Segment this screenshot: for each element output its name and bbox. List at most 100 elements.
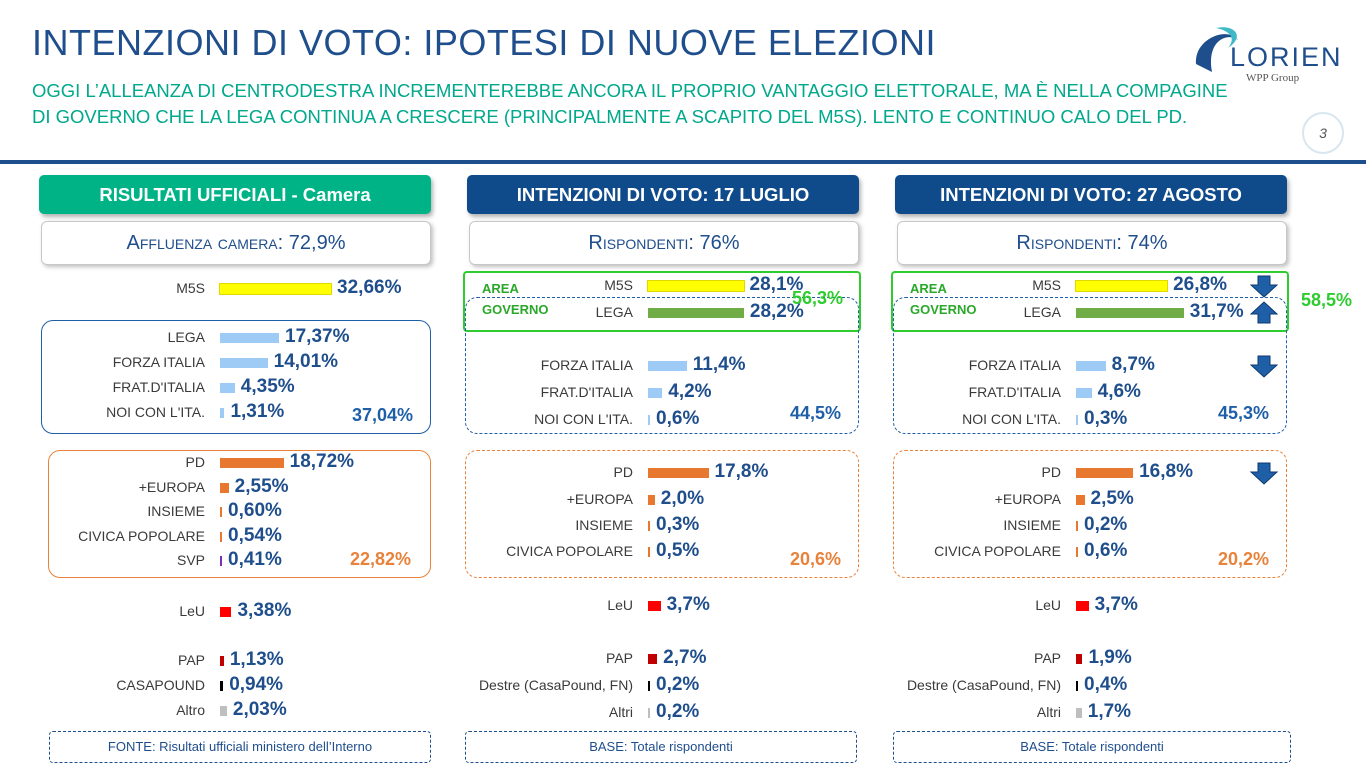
party-label-forza-italia: FORZA ITALIA [112,354,205,370]
centrodestra-group-box [465,297,859,434]
area-governo-label-governo: GOVERNO [482,302,549,317]
value-m5s: 26,8% [1173,274,1227,295]
value-pap: 1,9% [1088,647,1132,668]
page-subtitle: OGGI L’ALLEANZA DI CENTRODESTRA INCREMEN… [32,78,1272,130]
value-frat-d-italia: 4,6% [1097,381,1141,402]
page-number: 3 [1302,112,1344,154]
column-official-results: RISULTATI UFFICIALI - Camera Affluenza ca… [39,175,433,765]
bar-civica-popolare [220,532,222,542]
party-label-m5s: M5S [604,277,633,293]
party-label-europa: +EUROPA [566,491,633,507]
bar-destre-casapound-fn [648,681,650,691]
trend-arrow-down-pd-icon [1250,462,1278,485]
centrodestra-group-box [893,297,1287,434]
centrodestra-total: 37,04% [352,405,414,425]
party-label-lega: LEGA [595,304,633,320]
bar-pd [220,458,284,468]
party-label-altri: Altri [608,704,633,720]
subheader-value: 74% [1127,232,1168,254]
bar-noi-con-l-ita [648,415,651,425]
party-label-destre-casapound-fn: Destre (CasaPound, FN) [478,677,633,693]
column-header: INTENZIONI DI VOTO: 17 LUGLIO [467,175,859,214]
trend-arrow-up-lega-icon [1250,301,1278,324]
trend-arrow-down-forza-italia-icon [1250,355,1278,378]
value-lega: 28,2% [749,301,804,322]
bar-insieme [1076,521,1078,531]
bar-noi-con-l-ita [220,408,225,418]
party-label-insieme: INSIEME [1003,517,1061,533]
party-label-forza-italia: FORZA ITALIA [968,357,1061,373]
value-insieme: 0,60% [228,500,282,521]
party-label-europa: +EUROPA [138,479,205,495]
bar-lega [1076,308,1184,318]
column-footer: BASE: Totale rispondenti [893,731,1291,763]
party-label-altri: Altri [1036,704,1061,720]
party-label-pd: PD [185,454,205,470]
bar-altro [220,706,227,716]
value-europa: 2,55% [234,476,289,497]
value-destre-casapound-fn: 0,2% [656,674,700,695]
centrodestra-group-box [41,320,431,434]
party-label-noi-con-l-ita: NOI CON L'ITA. [534,411,633,427]
value-destre-casapound-fn: 0,4% [1084,674,1128,695]
column-footer: BASE: Totale rispondenti [465,731,857,763]
party-label-lega: LEGA [167,329,205,345]
subheader-label: Rispondenti: [1016,232,1122,254]
party-label-europa: +EUROPA [994,491,1061,507]
page-title: INTENZIONI DI VOTO: IPOTESI DI NUOVE ELE… [32,22,936,63]
centrosinistra-total: 20,6% [790,549,842,569]
value-pd: 18,72% [289,451,355,472]
column-subheader: Affluenza camera: 72,9% [41,221,431,265]
party-label-svp: SVP [176,552,205,568]
value-civica-popolare: 0,5% [656,540,700,561]
party-label-m5s: M5S [1032,277,1061,293]
value-insieme: 0,3% [656,514,700,535]
bar-noi-con-l-ita [1076,415,1078,425]
value-altro: 2,03% [232,699,287,720]
centrosinistra-total: 20,2% [1218,549,1270,569]
value-m5s: 28,1% [749,274,804,295]
bar-leu [1076,601,1089,611]
party-label-frat-d-italia: FRAT.D'ITALIA [968,384,1061,400]
party-label-pap: PAP [606,650,633,666]
value-m5s: 32,66% [337,277,402,298]
bar-frat-d-italia [220,383,235,393]
bar-pd [1076,468,1134,478]
area-governo-label-area: AREA [482,281,519,296]
area-governo-box [891,271,1289,332]
value-civica-popolare: 0,54% [228,525,282,546]
party-label-leu: LeU [179,603,205,619]
bar-pap [220,656,224,666]
value-leu: 3,7% [1094,594,1138,615]
bar-leu [220,607,232,617]
area-governo-total: 58,5% [1301,290,1353,310]
header-divider [0,160,1366,164]
value-frat-d-italia: 4,2% [668,381,712,402]
party-label-forza-italia: FORZA ITALIA [540,357,633,373]
bar-civica-popolare [648,547,650,557]
bar-m5s [1076,281,1168,291]
value-lega: 31,7% [1189,301,1244,322]
party-label-noi-con-l-ita: NOI CON L'ITA. [106,404,205,420]
trend-arrow-down-m5s-icon [1250,275,1278,298]
party-label-pap: PAP [178,652,205,668]
party-label-leu: LeU [607,597,633,613]
party-label-lega: LEGA [1023,304,1061,320]
centrodestra-total: 45,3% [1218,403,1270,423]
column-poll-17-luglio: INTENZIONI DI VOTO: 17 LUGLIO Rispondenti… [463,175,861,765]
subheader-value: 72,9% [288,232,346,254]
centrosinistra-group-box [465,450,859,578]
logo-subtitle: WPP Group [1246,72,1300,84]
bar-forza-italia [220,358,268,368]
bar-leu [648,601,661,611]
bar-frat-d-italia [1076,388,1092,398]
bar-civica-popolare [1076,547,1079,557]
party-label-pap: PAP [1034,650,1061,666]
bar-insieme [220,507,223,517]
bar-europa [648,495,655,505]
column-header: RISULTATI UFFICIALI - Camera [39,175,431,214]
value-europa: 2,5% [1090,488,1134,509]
logo-word: LORIEN [1230,42,1343,72]
subheader-value: 76% [699,232,740,254]
column-footer: FONTE: Risultati ufficiali ministero del… [49,731,431,763]
